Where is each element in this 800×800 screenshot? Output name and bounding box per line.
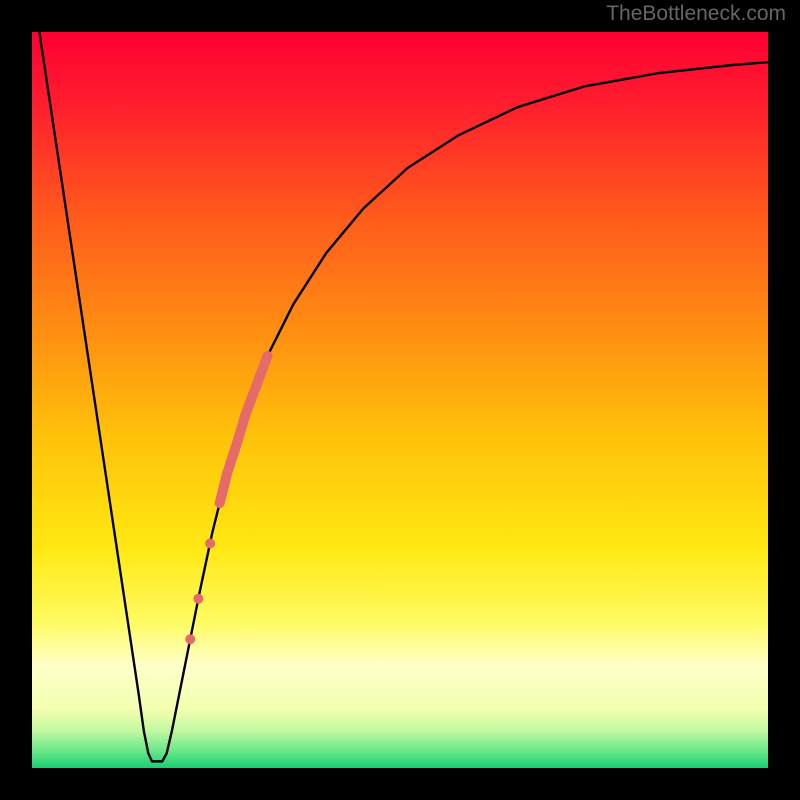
watermark-text: TheBottleneck.com (606, 2, 786, 26)
bottleneck-chart (0, 0, 800, 800)
highlight-dot (185, 634, 195, 644)
highlight-dot (193, 594, 203, 604)
chart-background (32, 32, 768, 768)
highlight-dot (205, 539, 215, 549)
